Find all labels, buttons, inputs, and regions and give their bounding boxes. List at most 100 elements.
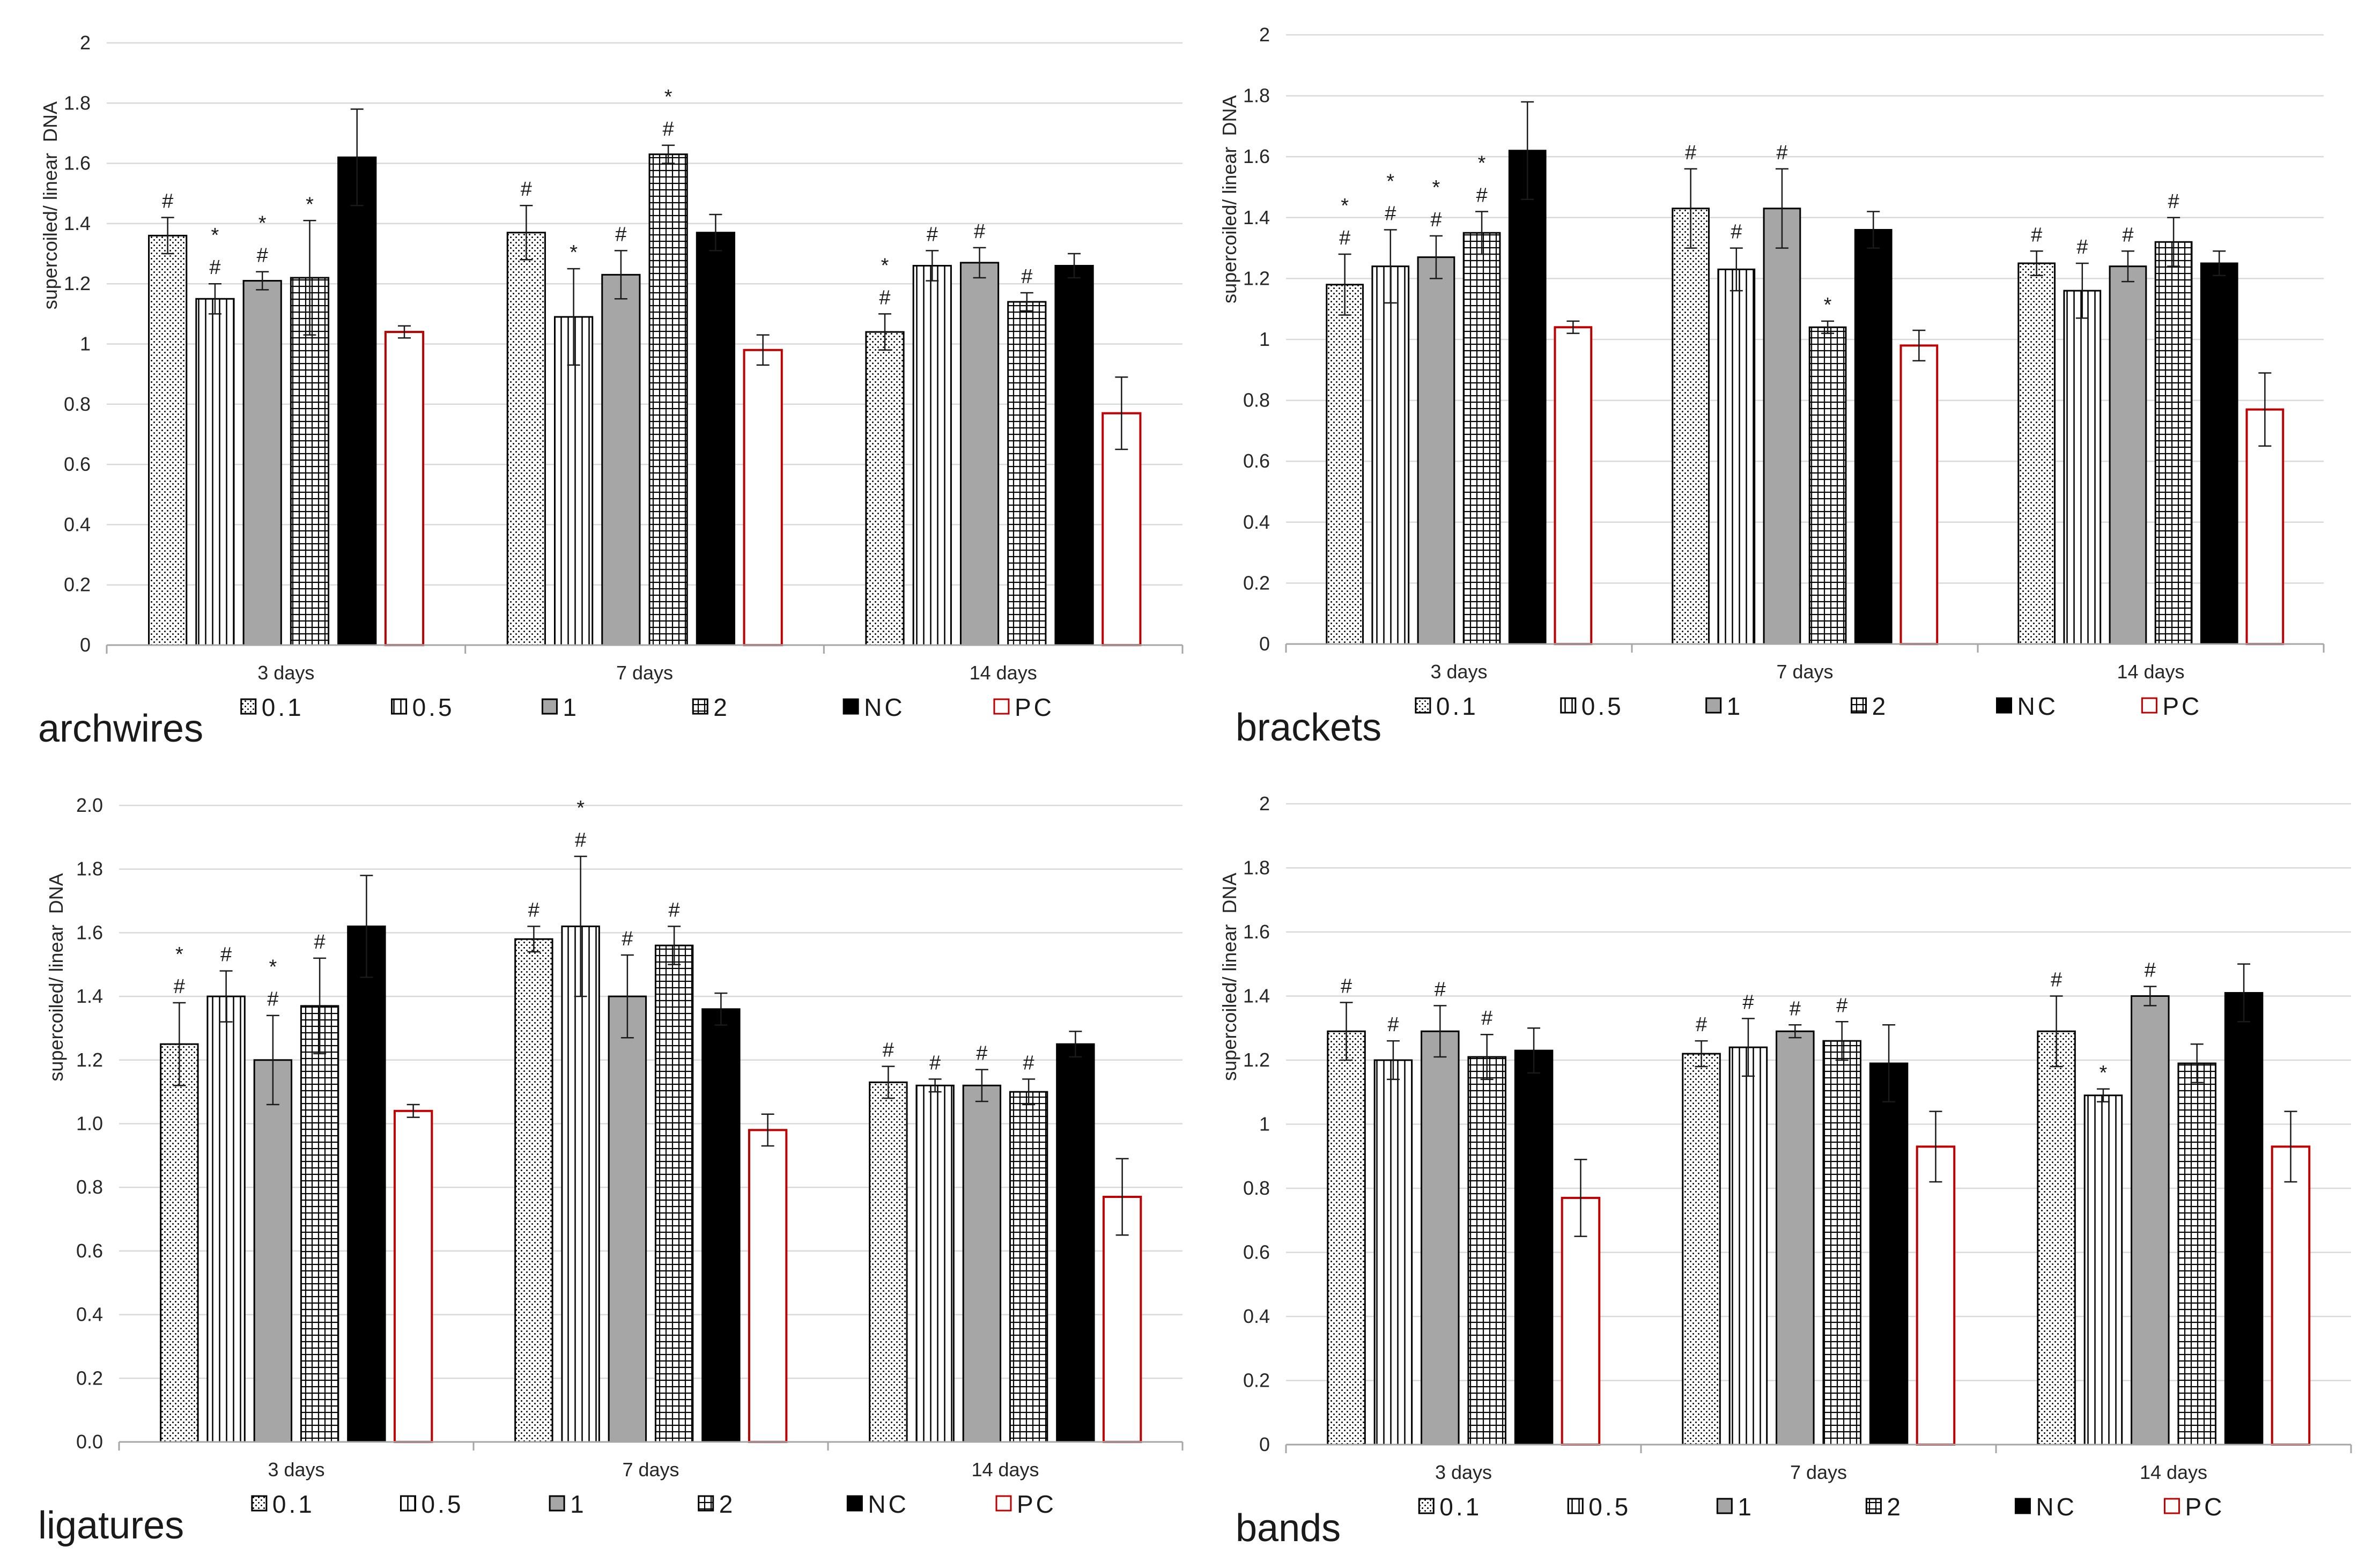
bar [1717,268,1756,645]
significance-marker: # [1339,227,1350,249]
bar [1682,1053,1721,1446]
bar [1808,326,1847,645]
error-bar [1115,376,1128,450]
legend-marker [692,698,708,715]
bar [2131,995,2170,1446]
bar [514,938,553,1443]
legend-marker [993,698,1010,715]
legend-item: PC [2163,1493,2222,1521]
y-tick-label: 1.2 [1243,1049,1270,1071]
bar [1054,265,1094,646]
significance-marker: * [269,956,277,979]
significance-marker: # [2122,224,2133,246]
significance-marker: # [1023,1052,1034,1074]
error-bar [1574,1158,1587,1237]
significance-marker: # [1430,209,1442,231]
y-tick-label: 0.8 [1243,1177,1270,1199]
significance-marker: # [1685,142,1696,164]
legend-label: 2 [719,1490,736,1518]
legend: 0.1 0.5 1 2 NC PC [1415,692,2199,720]
bar [384,331,425,646]
bar [561,926,600,1443]
legend-marker [1865,1498,1882,1514]
significance-marker: # [1021,265,1032,288]
legend-item: 2 [1865,1493,1901,1521]
bar [2109,265,2147,645]
significance-marker: # [879,286,890,309]
series-0-1: # # * # [148,178,905,646]
series-0-1: # # # [1327,969,2076,1446]
legend-marker [1418,1498,1435,1514]
y-tick-label: 1.2 [76,1049,103,1071]
legend-label: 0.1 [1436,692,1479,720]
bar [253,1059,293,1443]
bar [1009,1091,1048,1443]
legend-marker [2141,697,2157,714]
error-bar [208,283,221,315]
bar [1373,1059,1413,1446]
y-tick-label: 0.0 [76,1431,103,1453]
series-NC [1514,963,2264,1446]
legend: 0.1 0.5 1 2 NC PC [1418,1493,2222,1521]
error-bar [1729,247,1743,292]
error-bar [1068,253,1081,279]
y-tick-label: 0 [80,634,91,656]
y-tick-label: 1.8 [76,858,103,880]
y-tick-label: 0.4 [64,513,91,535]
x-category-label: 3 days [1435,1461,1492,1483]
x-category-label: 14 days [970,662,1037,684]
significance-marker: # [929,1052,941,1074]
bar [1056,1043,1095,1443]
y-tick-label: 0.6 [1243,1241,1270,1263]
significance-marker: * [1341,195,1349,217]
error-bar [1069,1031,1082,1058]
bar [2271,1145,2311,1446]
error-bar [313,957,327,1055]
series-0-1: * # # # [1326,142,2056,645]
significance-marker: # [669,899,680,922]
legend-marker [240,698,257,715]
y-tick-label: 1.6 [1243,921,1270,943]
bar [506,232,546,646]
significance-marker: * [570,241,578,264]
error-bar [1695,1040,1708,1068]
significance-marker: * [175,943,183,966]
significance-marker: * [1386,171,1394,193]
bar [1776,1030,1815,1446]
legend: 0.1 0.5 1 2 NC PC [251,1490,1054,1518]
error-bar [1386,1040,1400,1081]
error-bar [1480,1033,1494,1081]
significance-marker: # [1435,978,1446,1001]
y-tick-label: 0.8 [64,393,91,415]
significance-marker: # [663,118,674,140]
bar [337,156,377,646]
series-0-1: * # # # [160,899,908,1443]
legend-marker [1995,697,2012,714]
x-category-label: 7 days [622,1459,679,1481]
y-tick-label: 1 [80,333,91,355]
panel-title: ligatures [38,1504,184,1547]
error-bar [1912,329,1926,362]
error-bar [350,108,364,206]
series-0-5: # # * [1373,991,2123,1446]
error-bar [756,334,770,366]
legend-marker [1851,697,1867,714]
error-bar [975,1069,988,1102]
legend-item: 1 [1716,1493,1751,1521]
bar [915,1084,955,1443]
bar [696,232,736,646]
error-bar [1788,1024,1802,1039]
legend-item: NC [846,1490,906,1518]
legend-marker [698,1495,714,1512]
error-bar [1566,320,1580,334]
x-category-label: 3 days [1430,661,1487,683]
bar [553,316,594,646]
bar [601,273,641,646]
panel-title: archwires [38,707,203,750]
error-bar [567,268,580,366]
bar [959,262,1000,646]
error-bar [1433,1005,1447,1058]
significance-marker: * [1478,152,1486,174]
significance-marker: # [2168,190,2179,213]
bar [865,331,905,646]
